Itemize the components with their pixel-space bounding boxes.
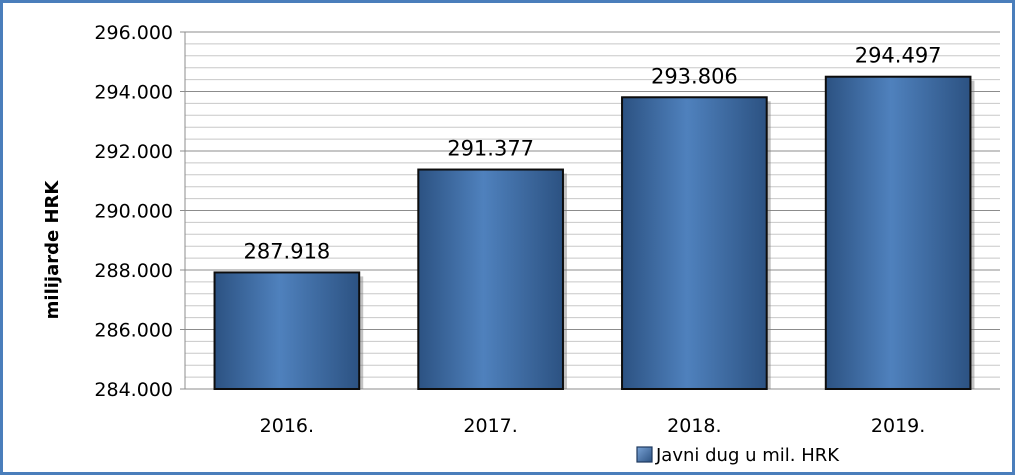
bar-series: [213, 75, 975, 391]
data-label: 291.377: [447, 137, 534, 161]
data-label: 287.918: [243, 239, 330, 263]
x-axis-ticks: 2016. 2017. 2018. 2019.: [260, 415, 926, 437]
data-label: 294.497: [855, 44, 942, 68]
legend-label: Javni dug u mil. HRK: [655, 445, 840, 466]
bar-2019: [824, 75, 972, 390]
bar-2017: [417, 168, 564, 390]
y-tick-label: 290.000: [94, 201, 173, 223]
data-label: 293.806: [651, 64, 738, 88]
y-tick-label: 286.000: [94, 320, 173, 342]
y-tick-label: 292.000: [94, 141, 173, 163]
y-tick-label: 296.000: [94, 22, 173, 44]
y-axis-label: milijarde HRK: [42, 180, 63, 320]
x-tick-label: 2019.: [871, 415, 925, 437]
y-tick-label: 284.000: [94, 379, 173, 401]
bar-2018: [621, 96, 768, 390]
y-axis-ticks: 284.000 286.000 288.000 290.000 292.000 294.0…: [94, 22, 185, 401]
data-labels: 287.918 291.377 293.806 294.497: [243, 44, 941, 264]
legend: Javni dug u mil. HRK: [636, 445, 840, 466]
legend-swatch: [636, 446, 653, 463]
bar-2016: [213, 271, 361, 391]
y-tick-label: 294.000: [94, 82, 173, 104]
x-tick-label: 2017.: [463, 415, 517, 437]
x-tick-label: 2016.: [260, 415, 314, 437]
y-tick-label: 288.000: [94, 260, 173, 282]
x-tick-label: 2018.: [667, 415, 721, 437]
